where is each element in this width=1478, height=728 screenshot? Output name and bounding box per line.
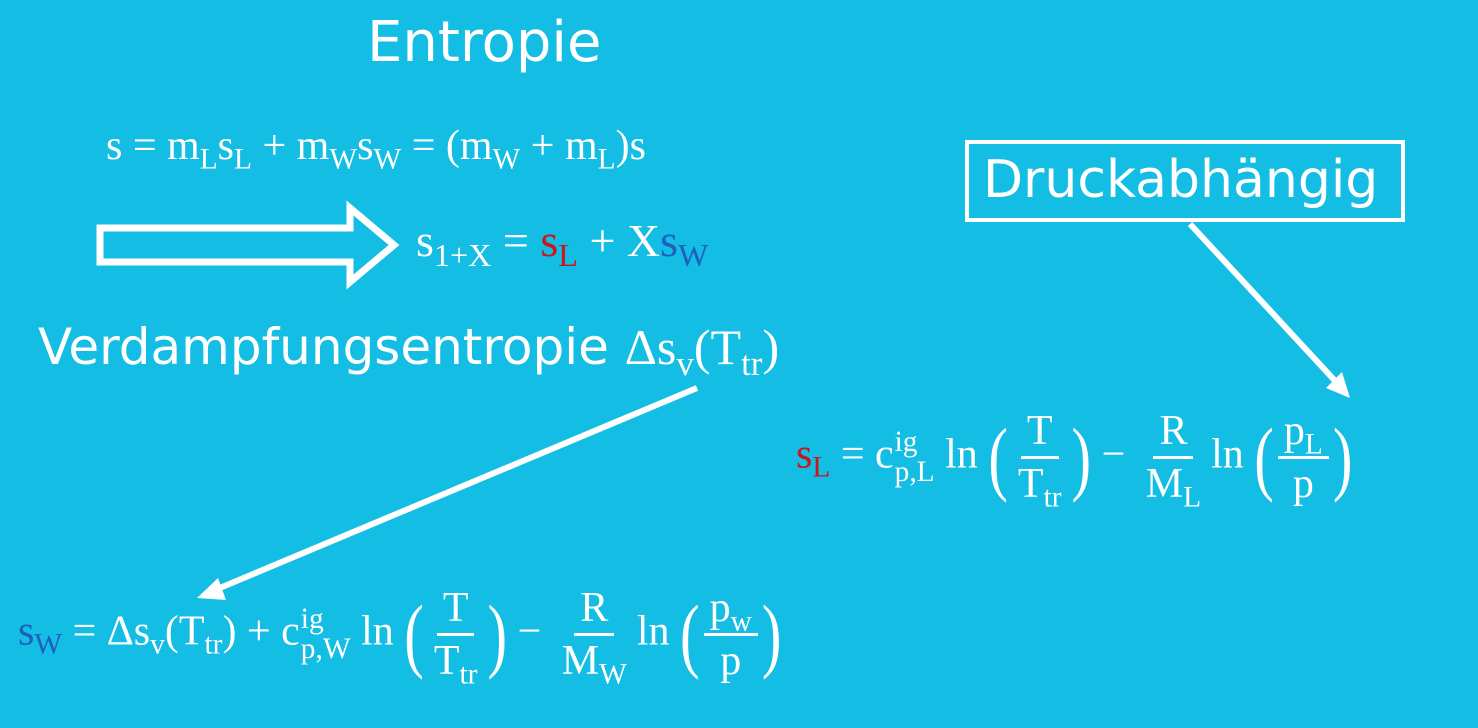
- evaporation-entropy-heading: Verdampfungsentropie Δsv(Ttr): [38, 318, 780, 383]
- implication-arrow-icon: [96, 200, 400, 290]
- pointer-arrow-head-icon-2: [197, 578, 226, 600]
- pointer-arrow-head-icon: [1326, 372, 1350, 398]
- pointer-arrow-line-2: [213, 385, 699, 593]
- water-entropy-equation: sW = Δsv(Ttr) + c ig p,W ln (T Ttr) − R MW ln…: [18, 585, 782, 691]
- box-label: Druckabhängig: [983, 150, 1379, 210]
- page-title: Entropie: [367, 10, 602, 75]
- pressure-dependent-box: Druckabhängig: [965, 140, 1405, 222]
- mixture-entropy-equation: s = mLsL + mWsW = (mW + mL)s: [106, 123, 646, 176]
- air-entropy-equation: sL = c ig p,L ln (T Ttr) − R ML ln (pL p): [796, 408, 1353, 514]
- simplified-entropy-equation: s1+X = sL + XsW: [416, 215, 709, 274]
- pointer-arrow-line: [1187, 221, 1341, 387]
